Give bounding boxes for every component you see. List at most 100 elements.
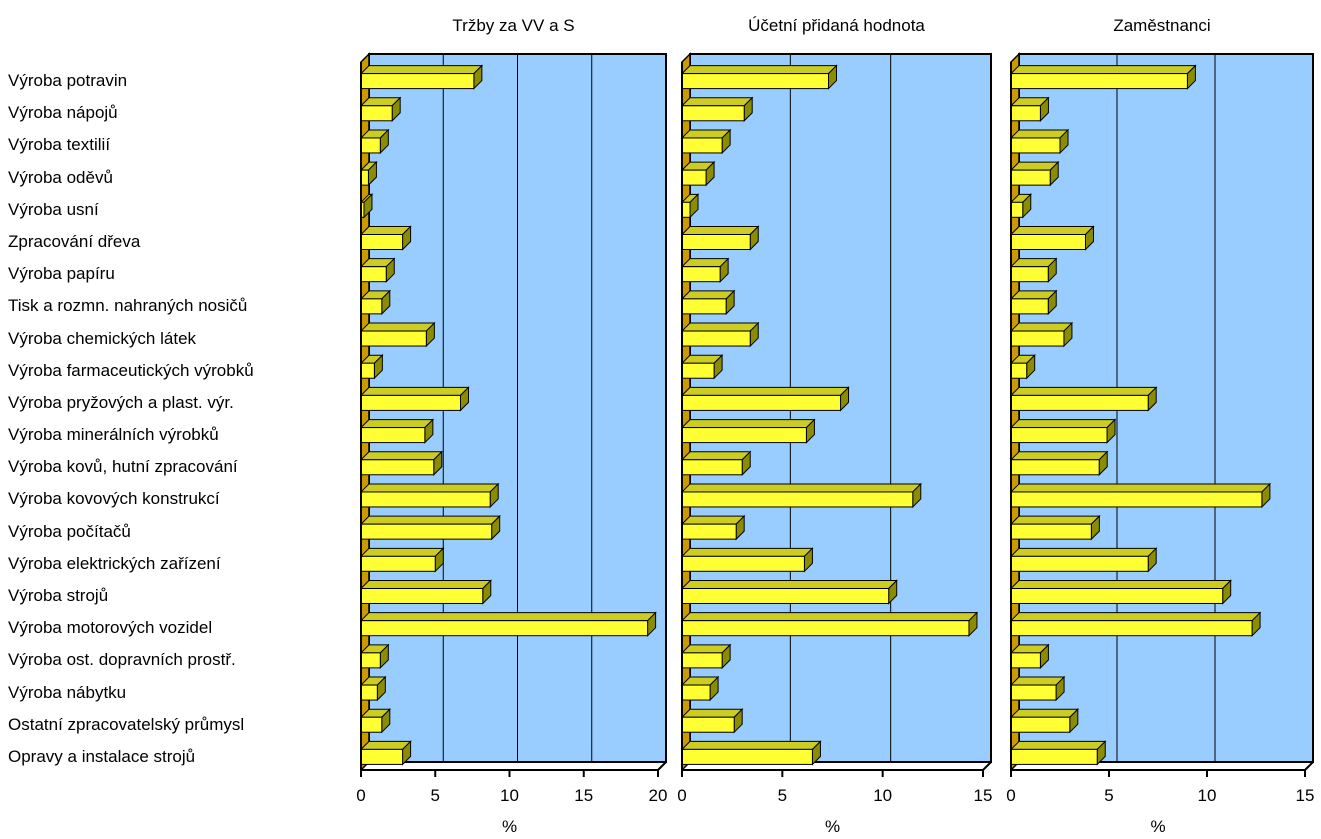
category-label: Výroba nábytku: [8, 682, 127, 702]
bar: [359, 418, 435, 444]
bar: [680, 740, 822, 766]
category-label: Výroba nápojů: [8, 103, 118, 123]
category-label: Výroba potravin: [8, 71, 128, 91]
bar: [680, 354, 724, 380]
x-tick-label: 10: [500, 786, 519, 805]
bar: [680, 257, 730, 283]
bar: [359, 193, 374, 219]
category-label: Výroba oděvů: [8, 167, 113, 187]
bar: [680, 450, 752, 476]
bar: [680, 321, 760, 348]
bar: [680, 386, 850, 412]
bar: [359, 354, 384, 380]
x-tick-label: 15: [1296, 786, 1315, 805]
bar: [359, 257, 396, 283]
bar: [680, 611, 979, 637]
category-label: Výroba papíru: [8, 264, 115, 284]
bar: [359, 675, 387, 702]
x-tick-label: 5: [778, 786, 787, 805]
bar: [1009, 257, 1058, 283]
x-tick-label: 15: [974, 786, 993, 805]
bar: [359, 740, 412, 766]
x-axis-label: %: [502, 817, 517, 836]
category-label: Výroba kovových konstrukcí: [8, 489, 220, 509]
x-tick-label: 10: [873, 786, 892, 805]
bar: [359, 482, 500, 509]
bar: [359, 386, 470, 412]
x-tick-label: 15: [574, 786, 593, 805]
panel-title: Zaměstnanci: [1113, 16, 1210, 35]
category-label: Výroba minerálních výrobků: [8, 425, 219, 445]
bar: [1009, 354, 1036, 380]
x-axis-label: %: [1150, 817, 1165, 836]
category-label: Výroba kovů, hutní zpracování: [8, 457, 238, 477]
bar: [680, 514, 746, 541]
bar: [680, 579, 898, 605]
bar: [1009, 643, 1050, 670]
bar: [1009, 289, 1058, 316]
bar: [359, 64, 484, 90]
bar: [1009, 579, 1232, 605]
bar: [680, 193, 700, 219]
bar: [680, 708, 744, 734]
bar: [680, 482, 922, 509]
category-label: Výroba textilií: [8, 135, 111, 155]
bar: [680, 675, 720, 702]
bar: [680, 64, 838, 90]
category-labels: Výroba potravin Výroba nápojů Výroba texti…: [0, 0, 360, 839]
bar: [1009, 482, 1272, 509]
bar: [680, 225, 760, 251]
category-label: Ostatní zpracovatelský průmysl: [8, 714, 245, 734]
panel-3: 0 5 10 15 Zaměstnanci%: [1006, 16, 1314, 836]
bar: [680, 289, 736, 316]
bar: [359, 160, 378, 187]
category-label: Výroba pryžových a plast. výr.: [8, 392, 234, 412]
bar: [359, 96, 402, 122]
panel-2: 0 5 10 15 Účetní přidaná hodnota%: [677, 16, 992, 836]
bar: [1009, 225, 1095, 251]
bar: [359, 225, 412, 251]
bar: [680, 418, 816, 444]
bar: [1009, 96, 1050, 122]
bar: [680, 547, 814, 573]
bar: [359, 450, 443, 476]
category-label: Zpracování dřeva: [8, 232, 141, 251]
bar: [1009, 321, 1074, 348]
bar: [359, 514, 501, 541]
bar: [359, 643, 390, 670]
bar: [1009, 64, 1197, 90]
bar: [680, 96, 754, 122]
bar: [1009, 128, 1070, 155]
bar: [359, 611, 657, 637]
bar: [359, 708, 391, 734]
bar: [1009, 547, 1158, 573]
category-label: Výroba ost. dopravních prostř.: [8, 650, 236, 670]
bar: [1009, 740, 1107, 766]
bar: [1009, 160, 1060, 187]
bar: [1009, 708, 1080, 734]
x-tick-label: 10: [1198, 786, 1217, 805]
bar: [1009, 611, 1262, 637]
bar: [680, 160, 716, 187]
category-label: Výroba strojů: [8, 586, 109, 605]
bar: [359, 289, 391, 316]
bar: [359, 128, 390, 155]
panel-title: Tržby za VV a S: [452, 16, 574, 35]
bar: [1009, 514, 1101, 541]
category-label: Tisk a rozmn. nahraných nosičů: [8, 296, 248, 316]
category-label: Výroba motorových vozidel: [8, 618, 213, 638]
category-label: Výroba počítačů: [8, 521, 131, 541]
x-tick-label: 0: [677, 786, 686, 805]
bar: [680, 643, 732, 670]
category-label: Opravy a instalace strojů: [8, 746, 196, 766]
x-tick-label: 0: [1006, 786, 1015, 805]
bar: [359, 321, 436, 348]
category-label: Výroba elektrických zařízení: [8, 553, 221, 573]
category-label: Výroba usní: [8, 199, 99, 219]
bar: [680, 128, 732, 155]
bar: [359, 547, 445, 573]
category-label: Výroba farmaceutických výrobků: [8, 360, 254, 380]
category-label: Výroba chemických látek: [8, 328, 197, 348]
bar: [1009, 418, 1117, 444]
